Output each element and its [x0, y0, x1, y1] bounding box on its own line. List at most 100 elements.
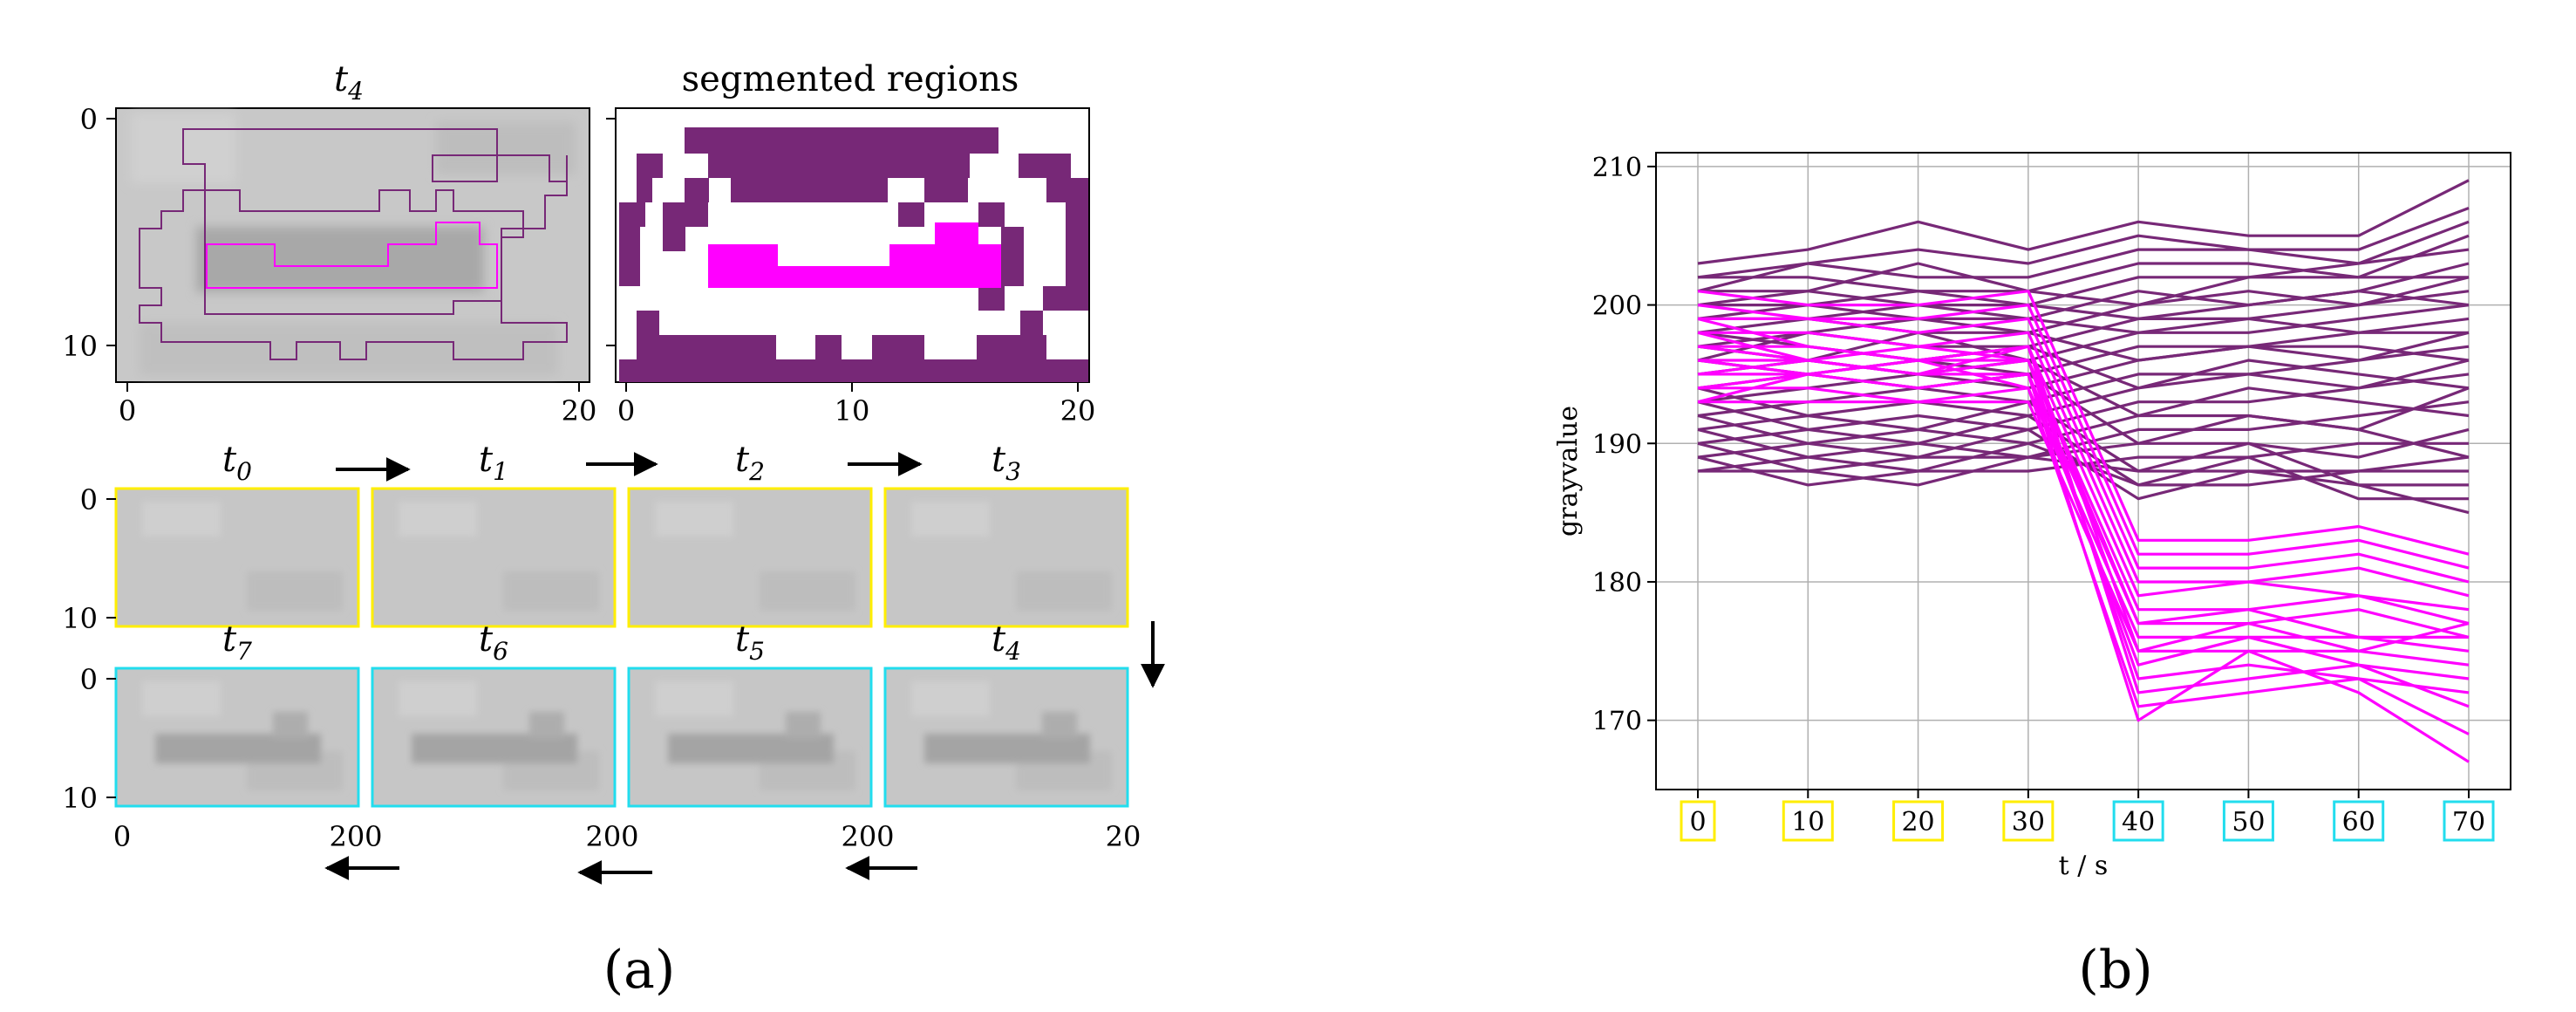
dark-series-line: [1698, 304, 2469, 334]
dark-series-line: [1697, 359, 2470, 431]
t4-ytick-0: 0: [80, 103, 98, 136]
frame-t0: t0: [114, 440, 360, 628]
frame-t5: t5: [627, 619, 873, 808]
xtick-label: 50: [2232, 807, 2265, 838]
dark-series-line: [1697, 414, 2469, 501]
t4-outline-plot: t4 0 10 0 20: [62, 59, 596, 427]
frame-border: [627, 487, 873, 628]
strip-xtick: 0: [113, 820, 131, 853]
dark-series-line: [1697, 386, 2470, 515]
xtick-box: [2222, 800, 2274, 842]
bright-series-line: [1698, 400, 2470, 667]
frame-t7: t7: [114, 619, 360, 808]
ytick-label: 190: [1592, 429, 1642, 460]
xtick-box: [2333, 800, 2385, 842]
frame-border: [371, 487, 617, 628]
dark-series-line: [1698, 290, 2470, 320]
strip-xtick: 20: [1106, 820, 1141, 853]
xtick-label: 40: [2122, 807, 2155, 838]
dark-series-line: [1697, 276, 2470, 348]
dark-series-line: [1697, 234, 2470, 307]
seg-xtick-10: 10: [835, 394, 870, 427]
frame-texture: [142, 502, 343, 611]
t4-shading: [131, 113, 576, 375]
xtick-box: [2112, 800, 2164, 842]
bright-series-line: [1697, 317, 2470, 653]
xtick-label: 30: [2012, 807, 2045, 838]
segmented-regions-title: segmented regions: [682, 59, 1019, 99]
xtick-box: [1782, 800, 1834, 842]
frame-label: t7: [222, 619, 252, 666]
strip-xtick: 200: [585, 820, 638, 853]
panel-a: t4 0 10 0 20 segmented regions: [62, 59, 1165, 1001]
segmented-bright-region: [708, 222, 1001, 288]
sequence-arrows: [324, 452, 1165, 885]
xtick-box: [1680, 800, 1716, 842]
strip-ytick: 0: [80, 483, 98, 516]
dark-series-line: [1697, 345, 2470, 418]
strip-ytick: 10: [62, 602, 98, 635]
xtick-label: 20: [1901, 807, 1934, 838]
dark-series-line: [1697, 317, 2470, 390]
dark-series-line: [1697, 345, 2470, 418]
dark-series-line: [1698, 276, 2469, 307]
ytick-label: 200: [1592, 291, 1642, 322]
dark-series-line: [1697, 400, 2469, 501]
frame-texture: [142, 681, 343, 790]
chart-xlabel: t / s: [2059, 851, 2109, 881]
bright-series-line: [1697, 345, 2470, 708]
t4-xtick-20: 20: [562, 394, 597, 427]
frame-label: t2: [735, 440, 765, 486]
strip-ytick: 10: [62, 782, 98, 815]
frame-label: t6: [479, 619, 508, 666]
ytick-label: 170: [1592, 707, 1642, 737]
seg-xtick-20: 20: [1060, 394, 1096, 427]
strip-xtick: 200: [329, 820, 382, 853]
t4-title: t4: [334, 59, 364, 106]
xtick-box: [2443, 800, 2495, 842]
ytick-label: 180: [1592, 568, 1642, 598]
frame-t1: t1: [371, 440, 617, 628]
chart-xticks: 0 10 20 30 40 50 60 70: [1680, 790, 2495, 842]
frame-border: [627, 667, 873, 808]
frame-label: t5: [735, 619, 765, 666]
t4-xtick-0: 0: [119, 394, 136, 427]
xtick-label: 0: [1689, 807, 1706, 838]
t4-ytick-10: 10: [62, 330, 98, 363]
chart-yticks: 170 180 190 200 210: [1592, 153, 1656, 737]
chart-ylabel: grayvalue: [1553, 406, 1584, 537]
frame-t3: t3: [883, 440, 1129, 628]
inner-region-outline-dark: [204, 189, 524, 315]
frame-border: [883, 487, 1129, 628]
frame-label: t4: [992, 619, 1021, 666]
bright-series-line: [1697, 373, 2470, 763]
segmented-regions-plot: segmented regions: [606, 59, 1095, 427]
dark-series-line: [1697, 248, 2470, 320]
bright-series-line: [1697, 290, 2470, 556]
inner-region-outline-bright: [206, 222, 498, 289]
seg-xtick-0: 0: [617, 394, 635, 427]
bright-series-line: [1697, 304, 2470, 570]
frame-texture: [911, 502, 1112, 611]
xtick-label: 70: [2452, 807, 2485, 838]
caption-a: (a): [603, 940, 676, 1001]
bright-series-line: [1697, 331, 2469, 639]
dark-series-line: [1697, 179, 2470, 265]
dark-series-line: [1697, 220, 2470, 293]
xtick-box: [1892, 800, 1945, 842]
frame-texture: [911, 681, 1112, 790]
panel-b-chart: 170 180 190 200 210 0 10 20 30 40 50 60 70 t / s gr…: [1553, 152, 2511, 1001]
outer-region-outline: [139, 128, 568, 360]
frame-t2: t2: [627, 440, 873, 628]
ytick-label: 210: [1592, 153, 1642, 183]
strip-xtick: 200: [841, 820, 894, 853]
frame-border: [114, 667, 360, 808]
frame-border: [114, 487, 360, 628]
frame-texture: [399, 502, 599, 611]
segmented-dark-region: [619, 127, 1088, 382]
strip-ytick: 0: [80, 663, 98, 696]
frame-t4: t4: [883, 619, 1129, 808]
dark-series-line: [1697, 207, 2470, 279]
